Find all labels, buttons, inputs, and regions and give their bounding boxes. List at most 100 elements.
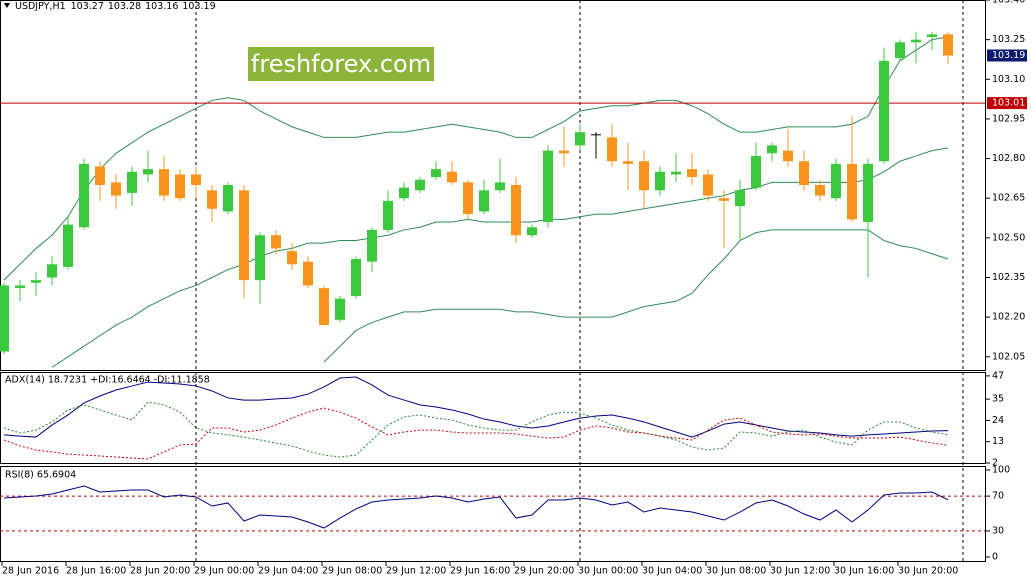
- candle-body: [63, 224, 73, 267]
- candle-body: [895, 42, 905, 59]
- candle-body: [127, 171, 137, 193]
- candle-body: [687, 169, 697, 178]
- candle-body: [351, 259, 361, 296]
- level-price-label: 103.01: [992, 98, 1025, 109]
- last-high: 103.28: [108, 1, 141, 12]
- y-tick-label: 102.05: [992, 351, 1025, 362]
- candle-body: [799, 161, 809, 185]
- x-tick-label: 29 Jun 04:00: [258, 566, 318, 577]
- candle-body: [479, 190, 489, 212]
- candle-body: [79, 163, 89, 228]
- candle-body: [447, 171, 457, 183]
- y-tick-label: 13: [992, 436, 1004, 447]
- candle-body: [143, 169, 153, 175]
- last-close: 103.19: [182, 1, 215, 12]
- y-tick-label: 0: [992, 552, 998, 563]
- y-tick-label: 102.20: [992, 312, 1025, 323]
- x-tick-label: 29 Jun 00:00: [194, 566, 254, 577]
- y-tick-label: 103.40: [992, 0, 1025, 6]
- band-line: [3, 36, 949, 281]
- x-tick-label: 28 Jun 20:00: [130, 566, 190, 577]
- candle-body: [255, 235, 265, 281]
- y-tick-label: 24: [992, 415, 1004, 426]
- candle-body: [431, 169, 441, 178]
- last-price-label: 103.19: [992, 50, 1025, 61]
- indicator-line: [3, 401, 949, 458]
- candle-body: [655, 171, 665, 191]
- candle-body: [15, 285, 25, 289]
- indicator-line: [3, 485, 949, 529]
- candle-body: [287, 251, 297, 265]
- candle-body: [367, 229, 377, 262]
- candle-body: [207, 190, 217, 209]
- candle-body: [511, 185, 521, 236]
- candle-body: [815, 185, 825, 196]
- indicator-line: [3, 407, 949, 460]
- main-pane-frame: [0, 0, 986, 371]
- candle-body: [623, 161, 633, 164]
- x-tick-label: 30 Jun 04:00: [642, 566, 702, 577]
- level-price-box: [987, 97, 1027, 110]
- watermark: freshforex.com: [248, 47, 434, 81]
- y-tick-label: 70: [992, 491, 1004, 502]
- last-low: 103.16: [145, 1, 178, 12]
- x-tick-label: 30 Jun 12:00: [770, 566, 830, 577]
- candle-body: [607, 137, 617, 162]
- candle-body: [47, 264, 57, 278]
- candle-body: [863, 163, 873, 222]
- candle-body: [495, 182, 505, 191]
- candle-body: [95, 166, 105, 185]
- x-tick-label: 29 Jun 20:00: [514, 566, 574, 577]
- candle-body: [847, 163, 857, 220]
- x-tick-label: 30 Jun 16:00: [834, 566, 894, 577]
- y-tick-label: 102.50: [992, 232, 1025, 243]
- adx-title: ADX(14) 18.7231 +DI:16.6464 -DI:11.1858: [5, 375, 210, 386]
- candle-body: [751, 155, 761, 188]
- last-open: 103.27: [71, 1, 104, 12]
- candle-body: [239, 190, 249, 281]
- chart-header: USDJPY,H1 103.27 103.28 103.16 103.19: [15, 1, 216, 12]
- candle-body: [575, 132, 585, 146]
- x-tick-label: 30 Jun 00:00: [578, 566, 638, 577]
- x-tick-label: 29 Jun 12:00: [386, 566, 446, 577]
- x-tick-label: 30 Jun 08:00: [706, 566, 766, 577]
- x-tick-label: 28 Jun 16:00: [66, 566, 126, 577]
- y-tick-label: 102.65: [992, 193, 1025, 204]
- candle-body: [943, 34, 953, 56]
- symbol: USDJPY,H1: [15, 1, 66, 12]
- x-tick-label: 30 Jun 20:00: [898, 566, 958, 577]
- candle-body: [703, 174, 713, 196]
- candle-body: [879, 60, 889, 162]
- y-tick-label: 2: [992, 458, 998, 469]
- y-tick-label: 103.10: [992, 74, 1025, 85]
- rsi-pane-frame: [0, 466, 986, 562]
- candle-body: [191, 174, 201, 185]
- candle-body: [783, 150, 793, 162]
- candle-body: [527, 227, 537, 236]
- band-line: [323, 229, 949, 363]
- collapse-arrow: [4, 3, 10, 8]
- candle-body: [0, 285, 9, 352]
- y-tick-label: 100: [992, 465, 1010, 476]
- x-tick-label: 29 Jun 08:00: [322, 566, 382, 577]
- candle-body: [383, 200, 393, 230]
- candle-body: [335, 298, 345, 320]
- candle-body: [223, 185, 233, 212]
- candle-body: [719, 198, 729, 201]
- candle-body: [911, 39, 921, 43]
- candle-body: [463, 182, 473, 215]
- y-tick-label: 102.35: [992, 272, 1025, 283]
- candle-body: [927, 34, 937, 37]
- candle-body: [303, 261, 313, 286]
- y-tick-label: 35: [992, 394, 1004, 405]
- candle-body: [639, 161, 649, 191]
- candle-body: [415, 179, 425, 191]
- candle-body: [735, 190, 745, 207]
- watermark-box: [248, 47, 434, 81]
- candle-body: [271, 235, 281, 249]
- indicator-line: [3, 376, 949, 438]
- adx-pane-frame: [0, 372, 986, 464]
- candle-body: [767, 145, 777, 154]
- candle-body: [671, 171, 681, 175]
